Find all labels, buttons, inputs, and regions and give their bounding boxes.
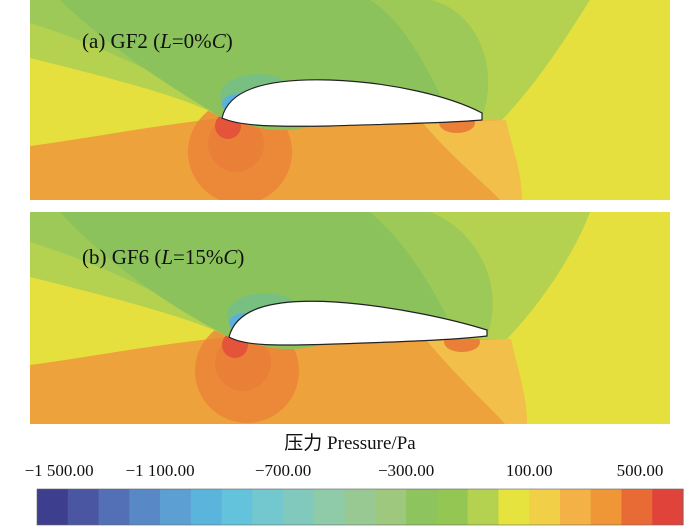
colorbar-frame	[36, 488, 684, 526]
colorbar-level-10	[344, 489, 376, 525]
colorbar-level-0	[37, 489, 69, 525]
colorbar-level-6	[221, 489, 253, 525]
colorbar-level-7	[252, 489, 284, 525]
pressure-wake-band	[422, 120, 522, 200]
colorbar-tick-label: −1 500.00	[24, 461, 94, 480]
colorbar-level-14	[467, 489, 500, 525]
colorbar-level-20	[652, 489, 684, 525]
colorbar-level-5	[190, 489, 223, 525]
colorbar-level-13	[436, 489, 469, 525]
colorbar-tick-label: 100.00	[505, 461, 553, 480]
colorbar-level-12	[406, 489, 438, 525]
colorbar-tick-label: −300.00	[377, 461, 435, 480]
colorbar-tick-label: 500.00	[616, 461, 664, 480]
colorbar-level-4	[160, 489, 192, 525]
pressure-wake-band	[427, 339, 527, 424]
pressure-contour-a	[30, 0, 670, 200]
panel-a-label: (a) GF2 (L=0%C)	[82, 29, 233, 53]
colorbar-level-3	[129, 489, 161, 525]
colorbar-level-1	[67, 489, 100, 525]
colorbar-level-11	[375, 489, 407, 525]
colorbar-level-2	[98, 489, 130, 525]
panel-b-label: (b) GF6 (L=15%C)	[82, 245, 245, 269]
pressure-contour-b	[30, 212, 670, 424]
colorbar-tick-label: −700.00	[254, 461, 312, 480]
contour-panel-a: (a) GF2 (L=0%C)	[30, 0, 670, 200]
colorbar-level-16	[529, 489, 561, 525]
colorbar-level-15	[498, 489, 530, 525]
colorbar-level-9	[313, 489, 346, 525]
colorbar-tick-label: −1 100.00	[125, 461, 195, 480]
contour-panel-b: (b) GF6 (L=15%C)	[30, 212, 670, 424]
colorbar-level-19	[621, 489, 653, 525]
colorbar-title: 压力 Pressure/Pa	[284, 433, 416, 454]
colorbar	[36, 488, 684, 526]
airfoil	[221, 79, 483, 127]
colorbar-level-17	[559, 489, 592, 525]
airfoil	[228, 300, 488, 346]
colorbar-level-18	[590, 489, 623, 525]
colorbar-level-8	[283, 489, 315, 525]
